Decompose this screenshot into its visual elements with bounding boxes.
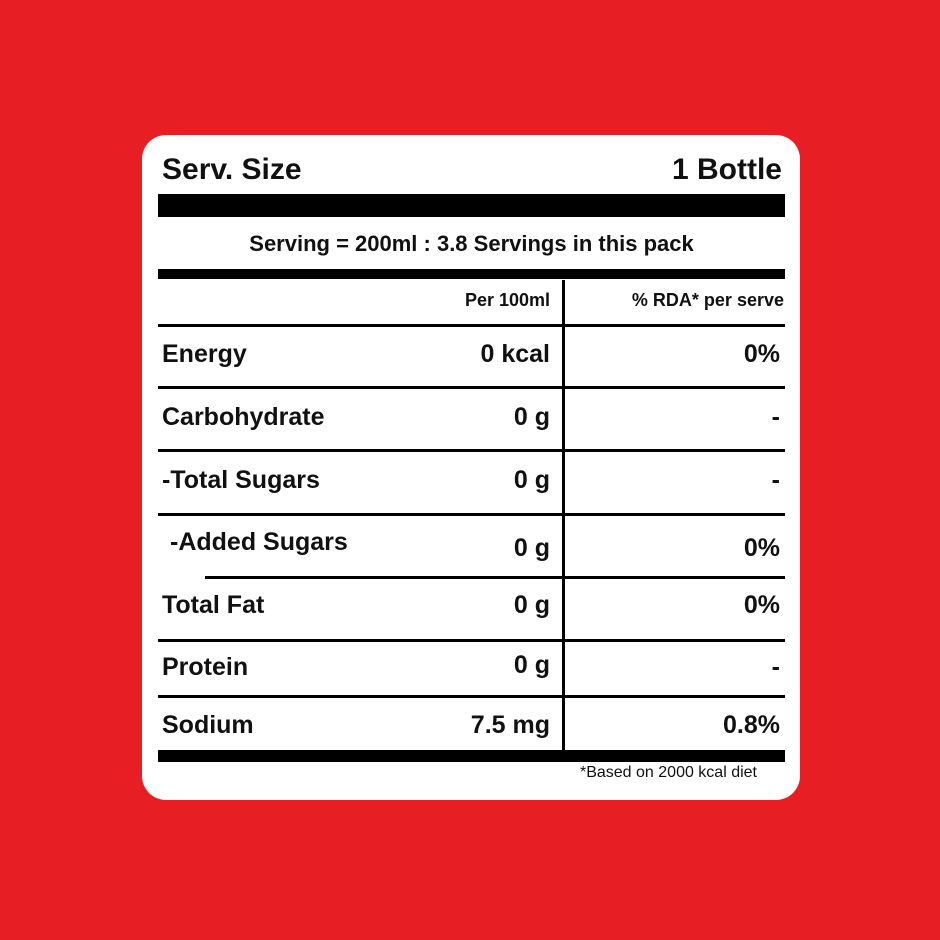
row-value: 0 kcal: [480, 340, 550, 368]
column-header-per-100ml: Per 100ml: [464, 290, 550, 310]
row-value: 0 g: [513, 403, 550, 431]
nutrition-label-card: [142, 135, 800, 800]
row-label: -Total Sugars: [162, 466, 320, 494]
row-rda: 0.8%: [723, 711, 780, 739]
row-divider: [158, 513, 785, 516]
row-value: 0 g: [513, 651, 550, 679]
row-divider: [205, 576, 785, 579]
row-rda: 0%: [743, 534, 780, 562]
row-label: Sodium: [162, 711, 254, 739]
row-value: 0 g: [513, 466, 550, 494]
row-divider: [158, 386, 785, 389]
row-rda: 0%: [743, 340, 780, 368]
row-value: 0 g: [513, 591, 550, 619]
row-rda: -: [771, 653, 780, 681]
row-divider: [158, 324, 785, 327]
row-divider: [158, 449, 785, 452]
thick-divider: [158, 194, 785, 217]
row-rda: 0%: [743, 591, 780, 619]
row-rda: -: [771, 466, 780, 494]
footnote: *Based on 2000 kcal diet: [579, 764, 757, 781]
row-value: 0 g: [513, 534, 550, 562]
row-divider: [158, 639, 785, 642]
row-label: Carbohydrate: [162, 403, 325, 431]
serving-size-value: 1 Bottle: [671, 153, 782, 186]
row-label: Energy: [162, 340, 247, 368]
column-header-rda: % RDA* per serve: [631, 290, 784, 310]
row-rda: -: [771, 403, 780, 431]
row-label: Protein: [162, 653, 249, 681]
row-label: -Added Sugars: [170, 528, 348, 556]
row-value: 7.5 mg: [470, 711, 550, 739]
row-label: Total Fat: [162, 591, 265, 619]
row-divider: [158, 695, 785, 698]
thick-divider: [158, 269, 785, 279]
thick-divider: [158, 750, 785, 762]
serving-size-label: Serv. Size: [162, 153, 302, 186]
serving-info: Serving = 200ml : 3.8 Servings in this p…: [249, 231, 694, 256]
